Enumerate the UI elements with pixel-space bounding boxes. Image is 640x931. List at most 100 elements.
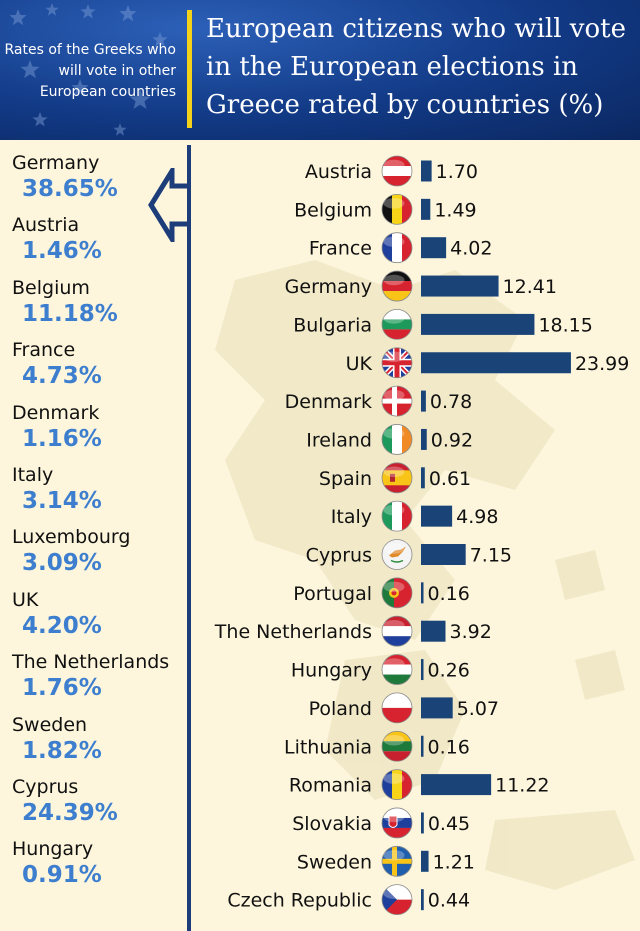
greek-abroad-value: 1.82% [22,737,102,764]
greek-abroad-item: Austria 1.46% [12,214,182,266]
bar-value-label: 23.99 [575,353,629,375]
star-icon [113,123,127,136]
category-label: Portugal [293,583,372,605]
star-icon [119,5,137,22]
greek-abroad-item: Luxembourg 3.09% [12,526,182,578]
greek-abroad-item: France 4.73% [12,339,182,391]
greek-abroad-value: 1.46% [22,238,102,265]
category-label: Ireland [306,429,372,451]
category-label: Slovakia [292,813,372,835]
bar [421,467,425,489]
flag-romania-icon [381,769,413,800]
category-label: Poland [309,698,372,720]
bar-value-label: 0.45 [428,813,470,835]
bar [421,889,424,911]
bar-value-label: 5.07 [457,698,499,720]
greek-abroad-value: 1.76% [22,675,102,702]
bar [421,505,453,527]
category-label: The Netherlands [214,621,372,643]
greek-abroad-value: 3.14% [22,488,102,514]
greek-abroad-value: 0.91% [22,862,102,889]
bar-value-label: 0.44 [428,890,470,912]
bar [421,812,424,834]
bar [421,544,466,565]
bar [421,390,426,412]
category-label: Denmark [285,391,372,413]
greek-abroad-item: The Netherlands 1.76% [12,651,182,703]
bar-value-label: 12.41 [503,276,557,298]
bar [421,659,424,681]
bar-value-label: 0.26 [428,660,470,682]
category-label: Hungary [291,660,372,682]
flag-germany-icon [381,270,413,302]
bar [421,850,429,872]
greek-abroad-value: 4.73% [22,363,102,390]
header-divider [187,10,192,128]
flag-slovakia-icon [381,807,413,839]
star-icon [45,3,59,16]
bar [421,198,431,220]
star-icon [9,9,27,26]
flag-ireland-icon [381,424,413,455]
flag-portugal-icon [381,577,413,609]
star-icon [32,112,48,127]
bar-value-label: 7.15 [470,545,512,567]
greek-abroad-country: France [12,339,76,362]
bar-value-label: 4.98 [456,506,498,528]
flag-france-icon [381,232,413,264]
chart-title: European citizens who will vote in the E… [206,14,626,120]
bar-value-label: 11.22 [495,775,549,797]
greek-abroad-country: Germany [12,152,100,174]
flag-spain-icon [381,462,413,494]
flag-lithuania-icon [381,730,413,762]
greek-abroad-value: 11.18% [22,300,118,327]
bar [421,582,424,604]
greek-abroad-country: Luxembourg [12,526,131,549]
category-label: Romania [289,775,372,797]
flag-austria-icon [381,155,413,187]
bar-value-label: 0.92 [431,429,473,451]
bar-value-label: 4.02 [450,238,492,260]
bar [421,237,447,259]
greek-abroad-item: Sweden 1.82% [12,714,182,766]
bar [421,735,424,757]
bar [421,313,535,335]
greek-abroad-country: Sweden [12,713,88,736]
category-label: Sweden [297,851,372,873]
greek-abroad-item: Germany 38.65% [12,152,182,204]
flag-netherlands-icon [381,615,413,647]
bar [421,352,571,374]
category-label: UK [346,353,373,375]
flag-czech-icon [381,884,413,916]
category-label: Czech Republic [227,890,372,912]
star-icon [152,32,168,47]
greek-abroad-value: 3.09% [22,550,102,577]
greek-abroad-value: 24.39% [22,800,118,826]
bar-value-label: 18.15 [538,314,592,336]
bar-value-label: 1.70 [436,161,478,183]
bar [421,774,492,796]
bar-value-label: 3.92 [450,621,492,643]
category-label: Italy [331,506,372,528]
category-label: France [309,238,372,260]
bar [421,697,453,719]
greek-abroad-country: Hungary [12,838,94,861]
bar [421,620,446,642]
category-label: Spain [319,468,372,490]
category-label: Austria [305,161,372,183]
bar-value-label: 1.21 [433,851,475,873]
greek-abroad-value: 1.16% [22,425,102,452]
bar-value-label: 0.61 [429,468,471,490]
greek-abroad-item: Cyprus 24.39% [12,776,182,828]
flag-cyprus-icon [381,539,413,570]
category-label: Germany [285,276,372,298]
greek-abroad-country: Austria [12,214,80,237]
header-banner: Rates of the Greeks who will vote in oth… [0,0,640,140]
greek-abroad-item: Hungary 0.91% [12,838,182,890]
bar-value-label: 1.49 [434,199,476,221]
vertical-divider [187,145,191,931]
greek-abroad-value: 38.65% [22,176,118,202]
star-icon [80,4,96,19]
flag-uk-icon [381,347,413,379]
